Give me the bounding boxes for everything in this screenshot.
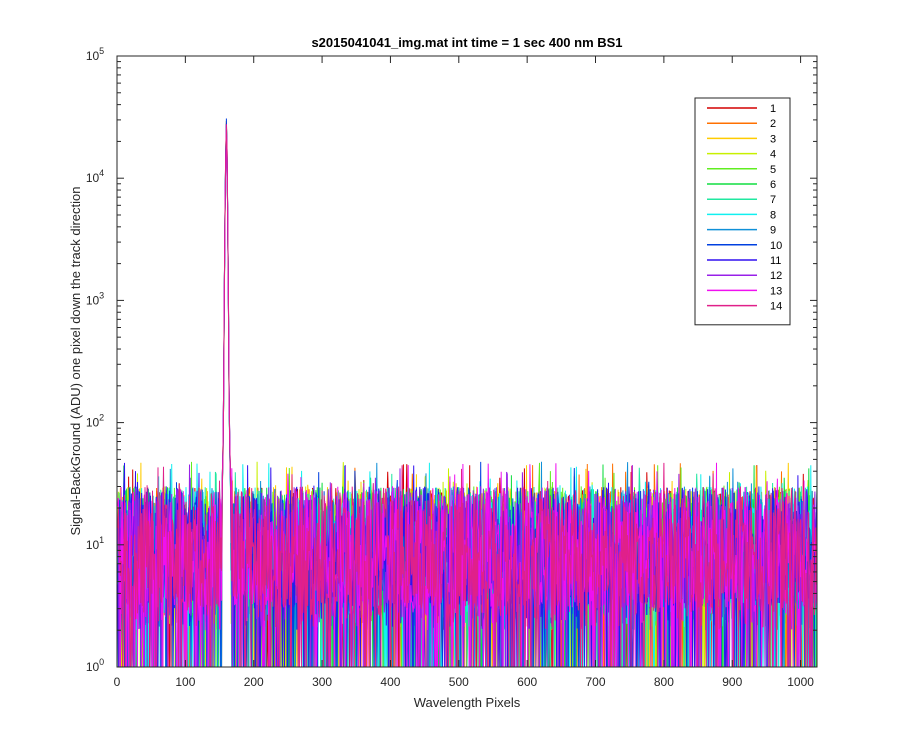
y-tick-exponent: 5	[99, 46, 104, 56]
y-tick-label: 105	[86, 46, 104, 63]
x-tick-label: 200	[244, 675, 264, 689]
y-tick-label: 102	[86, 413, 104, 430]
series-line-14	[117, 124, 817, 667]
y-tick-base: 10	[86, 538, 100, 552]
x-tick-label: 600	[517, 675, 537, 689]
x-tick-label: 1000	[787, 675, 814, 689]
chart-title: s2015041041_img.mat int time = 1 sec 400…	[311, 35, 622, 50]
legend-label-1: 1	[770, 103, 776, 115]
y-tick-exponent: 0	[99, 657, 104, 667]
x-axis: 0 100 200 300 400 500 600 700 800 900 1000	[114, 56, 814, 689]
legend-label-11: 11	[770, 255, 781, 267]
x-tick-label: 100	[175, 675, 195, 689]
y-tick-label: 101	[86, 535, 104, 552]
legend-label-9: 9	[770, 225, 776, 237]
y-tick-base: 10	[86, 416, 100, 430]
y-tick-exponent: 3	[99, 290, 104, 300]
legend-label-10: 10	[770, 240, 782, 252]
x-tick-label: 400	[380, 675, 400, 689]
y-tick-base: 10	[86, 660, 100, 674]
legend-label-2: 2	[770, 118, 776, 130]
y-tick-label: 100	[86, 657, 104, 674]
y-tick-base: 10	[86, 49, 100, 63]
y-tick-base: 10	[86, 171, 100, 185]
x-tick-label: 0	[114, 675, 121, 689]
y-axis-label: Signal-BackGround (ADU) one pixel down t…	[68, 186, 83, 535]
y-tick-exponent: 4	[99, 168, 104, 178]
series-layer	[117, 118, 817, 667]
legend-label-4: 4	[770, 149, 776, 161]
legend-label-3: 3	[770, 133, 776, 145]
legend-label-12: 12	[770, 270, 782, 282]
legend-label-13: 13	[770, 285, 782, 297]
legend-box	[694, 97, 791, 326]
x-tick-label: 500	[449, 675, 469, 689]
y-tick-label: 103	[86, 290, 104, 307]
y-tick-exponent: 1	[99, 535, 104, 545]
legend-label-8: 8	[770, 209, 776, 221]
x-tick-label: 800	[654, 675, 674, 689]
x-tick-label: 900	[722, 675, 742, 689]
y-tick-exponent: 2	[99, 413, 104, 423]
y-tick-label: 104	[86, 168, 104, 185]
legend-label-7: 7	[770, 194, 776, 206]
axes-box	[116, 55, 818, 668]
legend-label-5: 5	[770, 164, 776, 176]
y-tick-base: 10	[86, 293, 100, 307]
x-tick-label: 300	[312, 675, 332, 689]
legend-label-6: 6	[770, 179, 776, 191]
x-axis-label: Wavelength Pixels	[414, 695, 521, 710]
legend-label-14: 14	[770, 301, 782, 313]
x-tick-label: 700	[586, 675, 606, 689]
